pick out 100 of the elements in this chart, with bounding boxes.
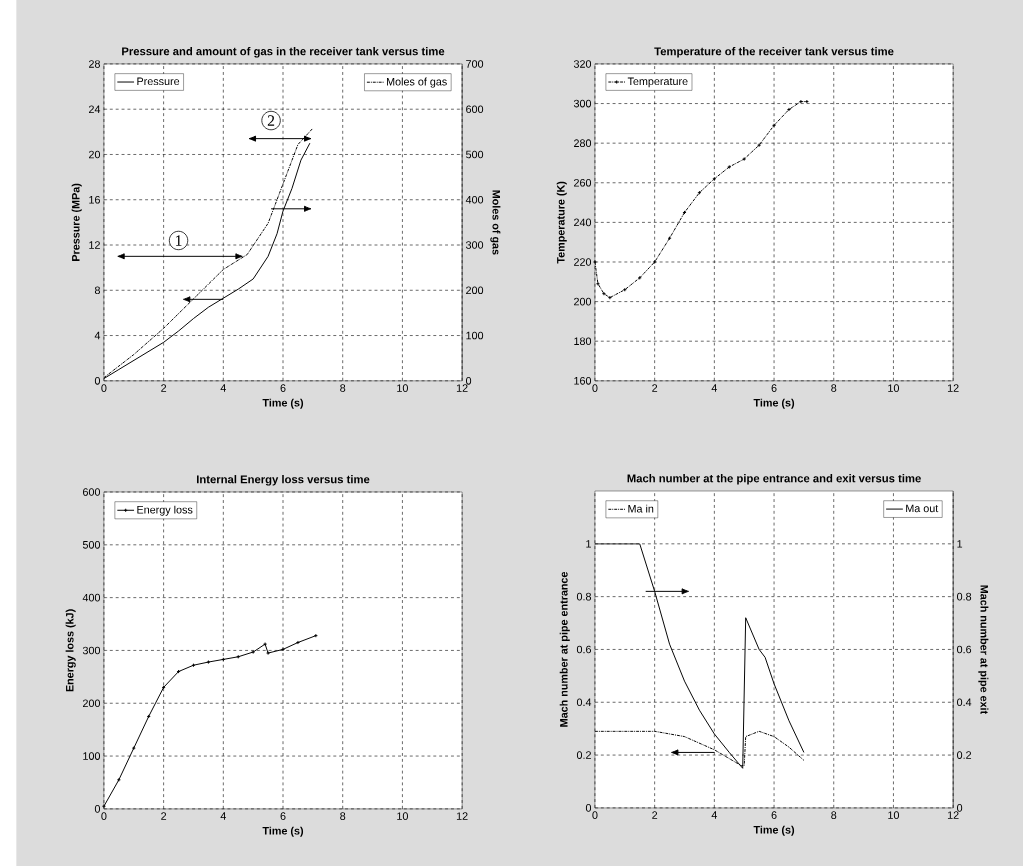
y-tick-label: 0.6: [576, 645, 592, 654]
y-tick-label: 320: [573, 60, 592, 68]
y-tick-label: 220: [574, 258, 592, 266]
point: [652, 259, 657, 265]
y-tick-label: 0: [585, 804, 592, 812]
x-tick-label: 12: [456, 812, 468, 820]
x-tick-label: 0: [101, 812, 107, 820]
y-tick-label: 0.8: [576, 592, 592, 601]
x-tick-label: 6: [771, 811, 777, 820]
point: [607, 295, 612, 300]
y2-tick-label: 0: [957, 804, 963, 812]
x-tick-label: 2: [161, 384, 167, 392]
x-tick-label: 0: [592, 811, 598, 820]
y-axis-title: Temperature (K): [556, 181, 567, 264]
x-tick-label: 0: [592, 384, 598, 392]
y-tick-label: 24: [89, 105, 101, 114]
y2-tick-label: 200: [466, 286, 484, 295]
y2-tick-label: 700: [466, 60, 484, 68]
x-tick-label: 4: [220, 384, 226, 392]
y-tick-label: 0.4: [576, 698, 592, 707]
x-tick-label: 10: [888, 384, 900, 392]
y-tick-label: 300: [82, 646, 101, 655]
x-tick-label: 2: [652, 384, 658, 392]
x-tick-label: 8: [831, 384, 837, 392]
y2-tick-label: 100: [466, 331, 484, 340]
chart-title: Temperature of the receiver tank versus time: [654, 47, 894, 58]
y-tick-label: 1: [586, 540, 591, 548]
y-tick-label: 180: [574, 337, 592, 346]
y-axis-title: Pressure (MPa): [71, 183, 82, 261]
y-tick-label: 400: [82, 593, 101, 602]
y2-tick-label: 0.6: [957, 645, 972, 654]
y-tick-label: 160: [574, 377, 592, 385]
y-tick-label: 260: [574, 179, 592, 187]
x-tick-label: 12: [947, 811, 959, 819]
y2-tick-label: 300: [465, 241, 484, 249]
y-tick-label: 20: [89, 150, 101, 159]
x-tick-label: 10: [397, 812, 408, 820]
x-tick-label: 8: [831, 811, 837, 820]
y2-axis-title: Moles of gas: [490, 190, 501, 255]
y-tick-label: 240: [574, 218, 592, 227]
x-axis-title: Time (s): [753, 825, 795, 836]
x-tick-label: 4: [711, 811, 718, 819]
y2-tick-label: 0.2: [957, 751, 972, 759]
point: [804, 99, 809, 104]
y-tick-label: 28: [89, 60, 100, 68]
x-tick-label: 8: [340, 812, 346, 820]
y-tick-label: 0: [94, 805, 101, 813]
y2-tick-label: 500: [466, 150, 484, 159]
annotation: 1: [176, 235, 182, 246]
chart-title: Internal Energy loss versus time: [196, 475, 370, 486]
point: [251, 649, 256, 655]
legend-label: Ma out: [906, 504, 939, 513]
y-tick-label: 100: [83, 752, 101, 760]
y2-tick-label: 0.4: [957, 698, 972, 707]
point: [206, 660, 211, 665]
legend-label: Ma in: [628, 504, 654, 513]
y2-tick-label: 0.8: [957, 592, 972, 601]
y2-axis-title: Mach number at pipe exit: [978, 585, 989, 715]
point: [786, 107, 792, 112]
x-tick-label: 10: [397, 384, 408, 392]
point: [263, 642, 268, 647]
x-tick-label: 2: [161, 812, 167, 820]
y-tick-label: 200: [83, 699, 101, 708]
point: [266, 651, 271, 656]
x-tick-label: 0: [101, 384, 107, 392]
annotation: 2: [267, 115, 275, 126]
x-tick-label: 6: [280, 384, 286, 392]
point: [798, 99, 803, 104]
x-tick-label: 6: [771, 384, 777, 392]
x-tick-label: 12: [456, 384, 468, 392]
point: [280, 647, 286, 652]
y-tick-label: 0: [94, 377, 101, 385]
y-tick-label: 0.2: [576, 751, 591, 759]
point: [771, 123, 777, 128]
y2-tick-label: 1: [957, 540, 963, 548]
legend-label: Moles of gas: [387, 77, 447, 88]
x-axis-title: Time (s): [753, 398, 795, 409]
legend-label: Pressure: [137, 77, 180, 86]
legend-label: Temperature: [627, 77, 688, 88]
point: [727, 164, 732, 170]
x-tick-label: 6: [280, 812, 286, 820]
point: [601, 291, 606, 296]
x-axis-title: Time (s): [262, 398, 304, 409]
y-tick-label: 12: [89, 241, 100, 249]
point: [742, 156, 747, 162]
y-tick-label: 280: [574, 139, 592, 148]
y-tick-label: 500: [82, 541, 101, 549]
point: [595, 281, 600, 286]
x-tick-label: 12: [947, 384, 959, 392]
y-axis-title: Mach number at pipe entrance: [559, 571, 570, 727]
point: [757, 143, 762, 148]
x-tick-label: 10: [888, 811, 900, 820]
y-tick-label: 16: [89, 195, 100, 204]
y-axis-title: Energy loss (kJ): [65, 609, 76, 692]
y2-tick-label: 0: [465, 377, 472, 385]
legend-label: Energy loss: [137, 505, 193, 516]
x-axis-title: Time (s): [262, 826, 304, 837]
y-tick-label: 200: [574, 297, 592, 306]
y-tick-label: 600: [83, 488, 101, 496]
chart-title: Pressure and amount of gas in the receiver tank versus time: [122, 47, 445, 58]
